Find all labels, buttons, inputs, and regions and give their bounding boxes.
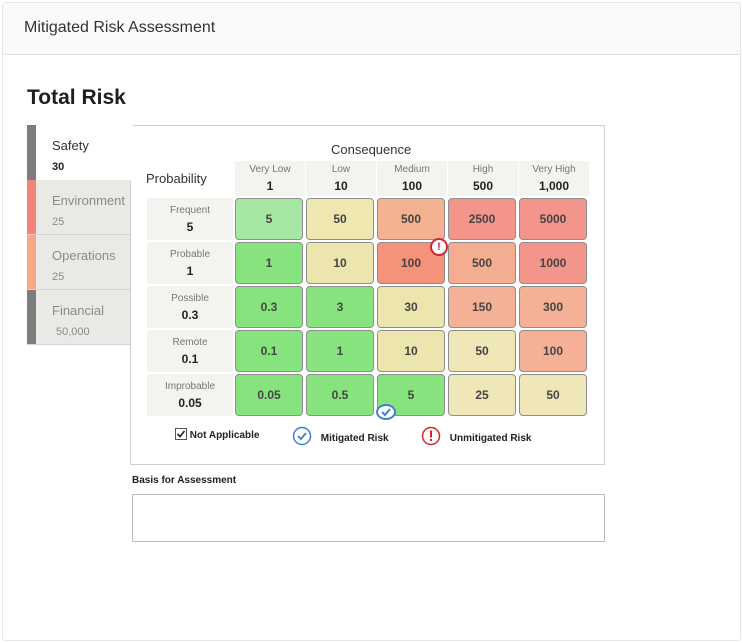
check-circle-icon [292,426,312,446]
matrix-cell[interactable]: 1000 [519,242,587,284]
tab-environment[interactable]: Environment 25 [27,180,131,235]
basis-label: Basis for Assessment [132,475,237,486]
column-value: 500 [472,179,494,193]
column-value: 1,000 [538,179,570,193]
column-header-medium: Medium 100 [377,161,447,196]
column-value: 100 [401,179,423,193]
unmitigated-legend: Unmitigated Risk [421,426,531,446]
tab-label: Environment [52,193,125,208]
matrix-cell[interactable]: 30 [377,286,445,328]
row-value: 0.3 [181,308,199,322]
matrix-cell[interactable]: 1 [306,330,374,372]
matrix-cell[interactable]: 10 [306,242,374,284]
column-label: High [472,164,494,175]
tab-color-stripe [27,180,36,234]
column-value: 10 [334,179,348,193]
column-header-very-low: Very Low 1 [235,161,305,196]
mitigated-legend: Mitigated Risk [292,426,389,446]
tab-value: 25 [52,216,65,228]
page-header: Mitigated Risk Assessment [3,3,740,55]
exclamation-circle-icon: ! [430,238,448,256]
column-label: Medium [394,164,430,175]
tab-safety[interactable]: Safety 30 [27,125,133,180]
column-header-low: Low 10 [306,161,376,196]
matrix-cell[interactable]: 5000 [519,198,587,240]
matrix-cell[interactable]: 500 [448,242,516,284]
matrix-cell[interactable]: 0.05 [235,374,303,416]
row-label: Remote [172,337,208,348]
matrix-cell[interactable]: 10 [377,330,445,372]
matrix-cell[interactable]: 2500 [448,198,516,240]
row-label: Frequent [169,205,211,216]
tab-color-stripe [27,125,36,180]
matrix-cell[interactable]: 3 [306,286,374,328]
matrix-cell[interactable]: 0.5 [306,374,374,416]
row-header-improbable: Improbable 0.05 [147,374,233,416]
tab-label: Operations [52,248,116,263]
tab-label: Financial [52,303,105,318]
matrix-cell[interactable]: 0.1 [235,330,303,372]
row-value: 1 [186,264,194,278]
tab-color-stripe [27,290,36,344]
column-label: Very High [532,164,576,175]
check-circle-icon [376,404,396,420]
tab-operations[interactable]: Operations 25 [27,235,131,290]
row-label: Probable [169,249,211,260]
matrix-cell[interactable]: 150 [448,286,516,328]
checked-checkbox-icon [175,428,187,440]
matrix-cell[interactable]: 100 [519,330,587,372]
matrix-cell[interactable]: 50 [448,330,516,372]
matrix-cell[interactable]: 50 [306,198,374,240]
mitigated-label: Mitigated Risk [320,433,389,444]
matrix-cell[interactable]: 500 [377,198,445,240]
row-label: Improbable [164,381,216,392]
row-value: 0.05 [178,396,202,410]
row-label: Possible [171,293,209,304]
column-header-high: High 500 [448,161,518,196]
risk-matrix-panel: Consequence Probability Very Low 1 Low 1… [130,125,605,465]
row-header-possible: Possible 0.3 [147,286,233,328]
page-title: Mitigated Risk Assessment [24,19,216,36]
not-applicable-legend: Not Applicable [175,428,259,441]
not-applicable-label: Not Applicable [189,430,260,441]
row-header-probable: Probable 1 [147,242,233,284]
column-label: Very Low [249,164,291,175]
basis-input[interactable] [132,494,605,542]
tab-color-stripe [27,235,36,289]
matrix-cell[interactable]: 25 [448,374,516,416]
risk-category-tabs: Safety 30 Environment 25 Operations 25 F… [27,125,133,345]
consequence-title: Consequence [331,142,412,157]
probability-title: Probability [146,171,207,186]
tab-value: 50,000 [56,326,90,338]
tab-value: 25 [52,271,65,283]
row-header-remote: Remote 0.1 [147,330,233,372]
matrix-cell[interactable]: 0.3 [235,286,303,328]
unmitigated-label: Unmitigated Risk [449,433,532,444]
row-value: 0.1 [181,352,199,366]
column-value: 1 [266,179,274,193]
tab-label: Safety [52,138,89,153]
column-label: Low [331,164,351,175]
tab-value: 30 [52,161,65,173]
row-header-frequent: Frequent 5 [147,198,233,240]
matrix-cell[interactable]: 5 [235,198,303,240]
matrix-cell[interactable]: 1 [235,242,303,284]
column-header-very-high: Very High 1,000 [519,161,589,196]
tab-financial[interactable]: Financial 50,000 [27,290,131,345]
matrix-legend: Not Applicable Mitigated Risk Unmitigate… [175,426,595,450]
section-title: Total Risk [27,86,126,109]
matrix-cell[interactable]: 50 [519,374,587,416]
matrix-cell[interactable]: 300 [519,286,587,328]
row-value: 5 [186,220,194,234]
exclamation-circle-icon [421,426,441,446]
